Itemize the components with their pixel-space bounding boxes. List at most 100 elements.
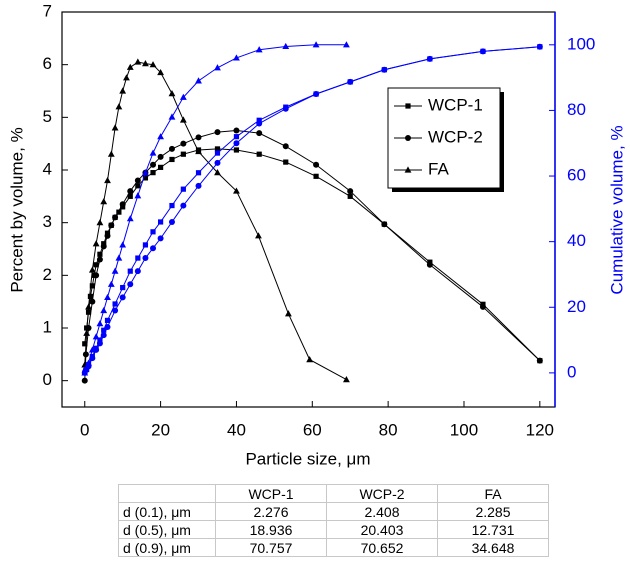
marker <box>347 188 354 195</box>
table-cell: FA <box>437 484 549 503</box>
y-tick-label: 0 <box>43 370 52 389</box>
marker <box>180 140 187 147</box>
marker <box>285 310 292 317</box>
table-cell <box>118 484 216 503</box>
marker <box>83 329 91 336</box>
marker <box>115 254 123 261</box>
marker <box>127 193 133 199</box>
marker <box>149 61 157 68</box>
marker <box>214 150 221 156</box>
marker <box>255 46 263 53</box>
marker <box>96 256 103 263</box>
table-cell: WCP-1 <box>215 484 327 503</box>
marker <box>97 251 103 257</box>
marker <box>426 55 433 62</box>
marker <box>100 198 108 205</box>
marker <box>82 341 88 347</box>
y-axis-label: Percent by volume, % <box>7 127 26 292</box>
marker <box>119 294 126 301</box>
table-cell: 2.285 <box>437 502 549 521</box>
marker <box>92 240 100 247</box>
marker <box>168 145 175 152</box>
marker <box>405 103 411 109</box>
marker <box>180 151 186 157</box>
x-tick-label: 80 <box>379 420 398 439</box>
marker <box>404 166 412 173</box>
marker <box>107 280 115 287</box>
marker <box>150 245 157 252</box>
table-cell: 2.408 <box>326 502 438 521</box>
marker <box>233 134 240 140</box>
marker <box>89 298 96 305</box>
table-row: d (0.9), μm 70.757 70.652 34.648 <box>118 538 549 557</box>
marker <box>347 193 353 199</box>
marker <box>112 214 119 221</box>
marker <box>101 327 107 333</box>
marker <box>479 48 486 55</box>
marker <box>112 307 119 314</box>
legend-label: WCP-1 <box>428 95 483 114</box>
marker <box>92 333 100 340</box>
marker <box>536 357 543 364</box>
marker <box>116 209 122 215</box>
marker <box>119 87 127 94</box>
marker <box>93 272 100 279</box>
marker <box>127 268 133 274</box>
summary-table: WCP-1 WCP-2 FA d (0.1), μm 2.276 2.408 2.285 d … <box>118 484 549 557</box>
marker <box>134 268 141 275</box>
x-axis-label: Particle size, μm <box>245 449 370 468</box>
marker <box>96 219 104 226</box>
series-line <box>84 61 347 381</box>
marker <box>180 202 187 209</box>
marker <box>282 143 289 150</box>
marker <box>89 283 95 289</box>
marker <box>100 243 107 250</box>
marker <box>180 186 186 192</box>
table-cell: 2.276 <box>215 502 327 521</box>
table-cell: 70.652 <box>326 538 438 557</box>
marker <box>233 147 240 153</box>
x-tick-label: 40 <box>227 420 246 439</box>
marker <box>157 235 164 242</box>
marker <box>104 323 111 330</box>
marker <box>96 340 103 347</box>
y2-tick-label: 100 <box>567 34 595 53</box>
marker <box>104 317 111 323</box>
y-tick-label: 7 <box>43 1 52 20</box>
marker <box>134 192 142 199</box>
marker <box>127 281 134 288</box>
marker <box>283 159 289 165</box>
marker <box>168 113 176 120</box>
table-cell: WCP-2 <box>326 484 438 503</box>
table-row: WCP-1 WCP-2 FA <box>118 484 549 503</box>
marker <box>195 182 202 189</box>
marker <box>104 176 111 184</box>
y2-tick-label: 40 <box>567 231 586 250</box>
table-cell: d (0.1), μm <box>118 502 216 521</box>
marker <box>142 175 149 181</box>
marker <box>150 170 156 176</box>
table-row: d (0.1), μm 2.276 2.408 2.285 <box>118 502 549 521</box>
y2-axis-label: Cumulative volume, % <box>607 125 626 294</box>
table-cell: 18.936 <box>215 520 327 539</box>
marker <box>150 161 157 168</box>
marker <box>111 267 119 274</box>
marker <box>214 129 221 136</box>
marker <box>306 356 314 363</box>
y-tick-label: 4 <box>43 159 52 178</box>
marker <box>87 293 94 299</box>
marker <box>158 164 164 170</box>
y-tick-label: 5 <box>43 107 52 126</box>
table-cell: 34.648 <box>437 538 549 557</box>
marker <box>111 124 119 131</box>
marker <box>119 201 126 208</box>
marker <box>195 170 202 176</box>
marker <box>179 93 187 100</box>
table-cell: 70.757 <box>215 538 327 557</box>
marker <box>168 218 175 225</box>
marker <box>195 147 202 155</box>
marker <box>233 140 240 147</box>
marker <box>195 134 202 141</box>
marker <box>214 146 221 152</box>
chart: Particle size, μm Percent by volume, % C… <box>7 1 626 468</box>
